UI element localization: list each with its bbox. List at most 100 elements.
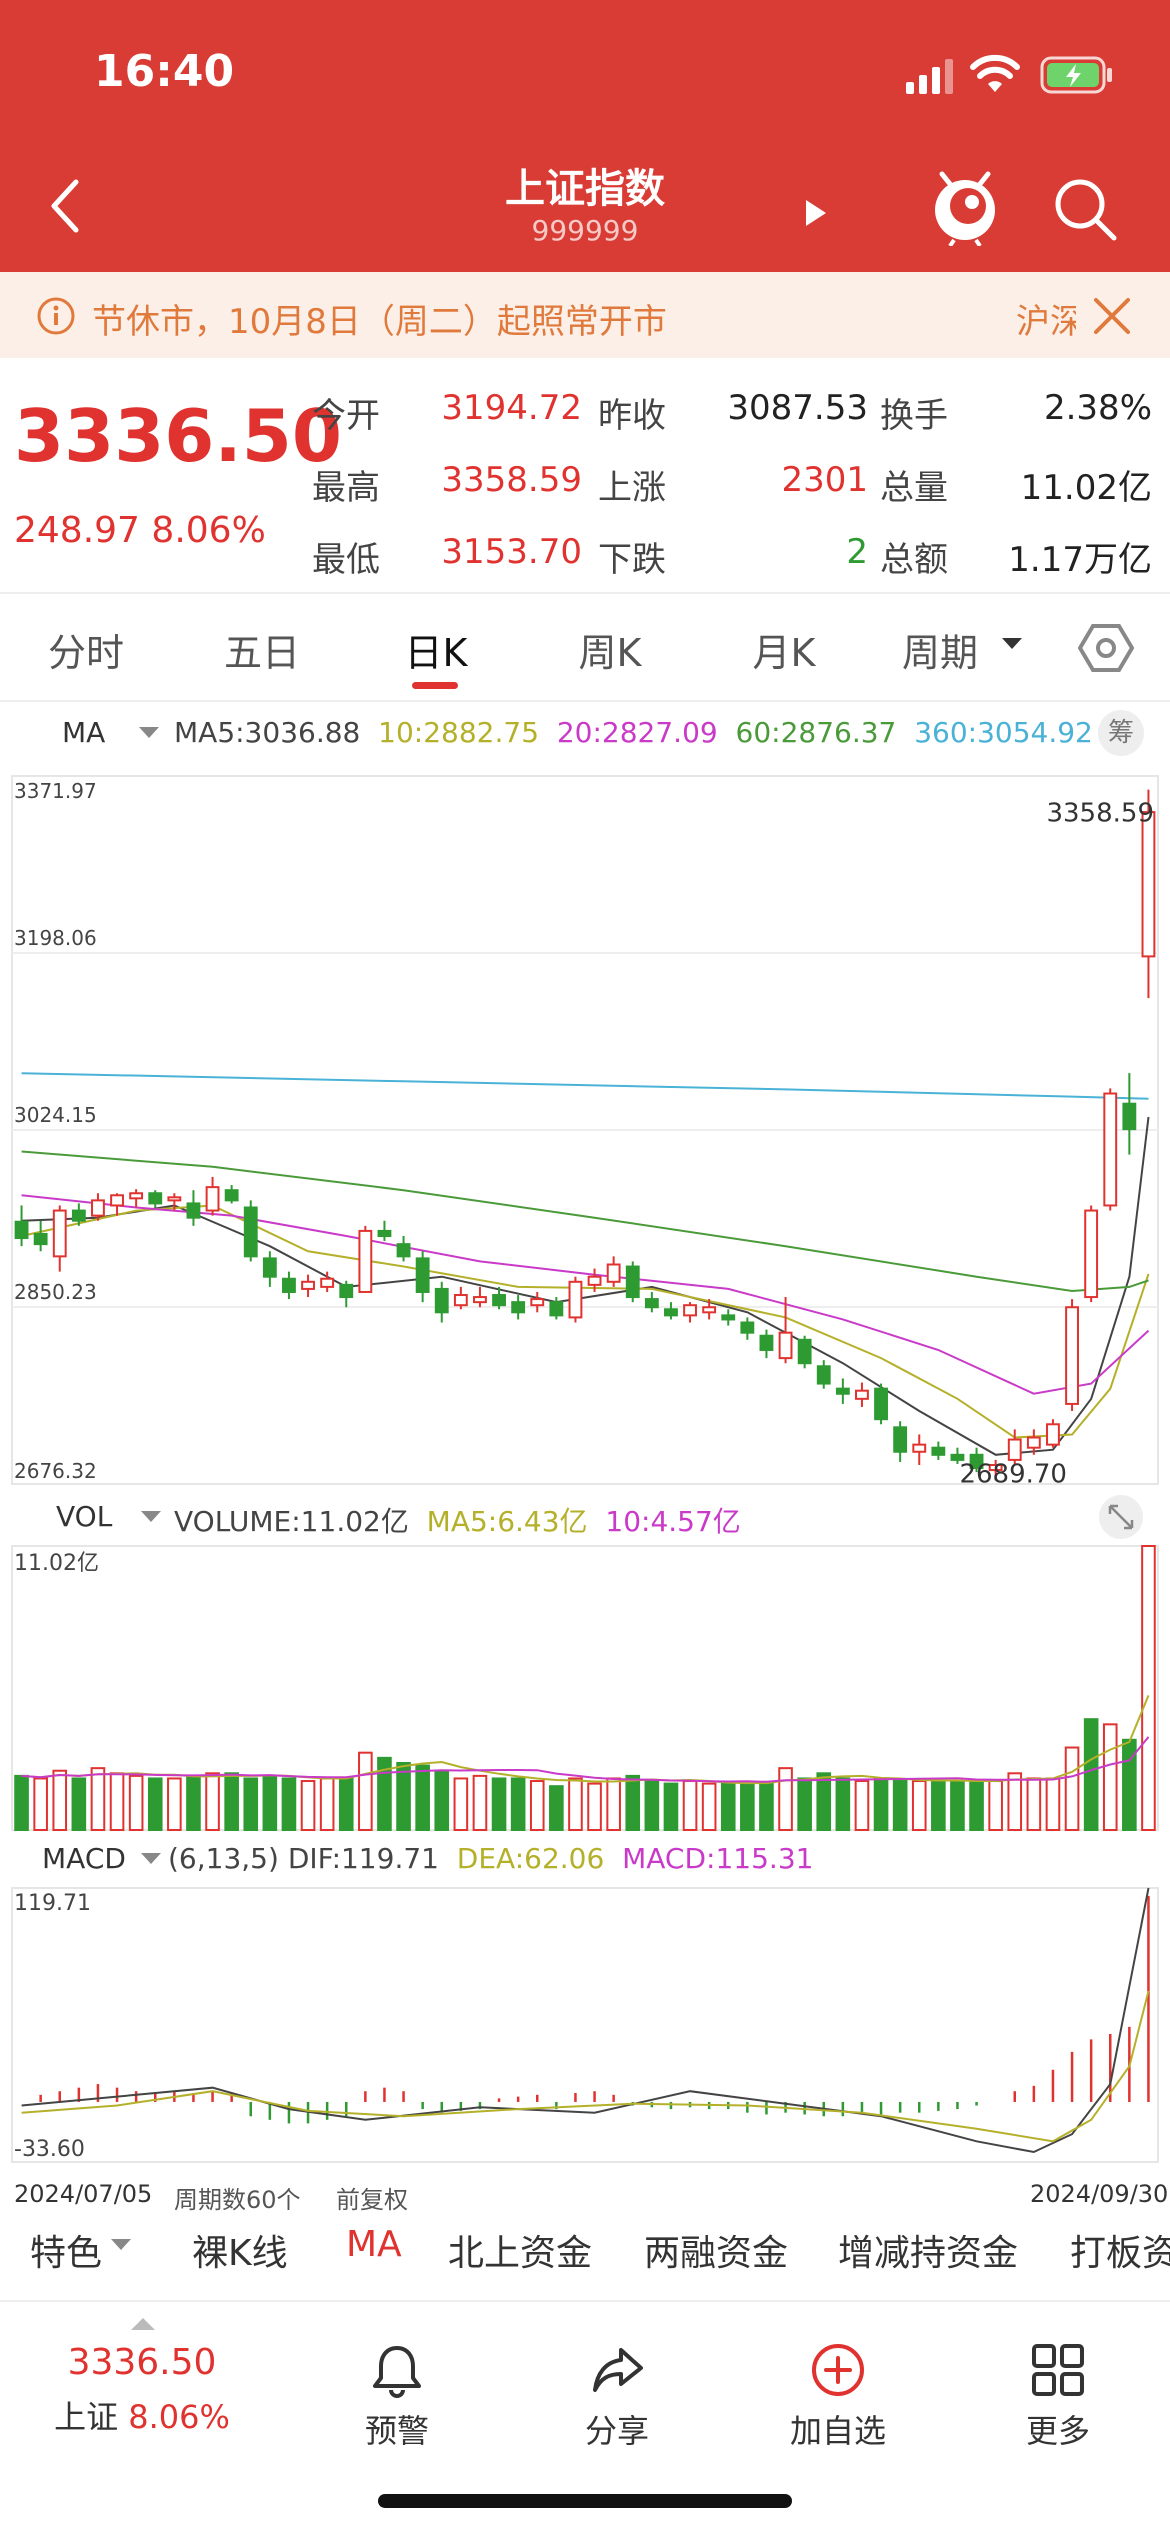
price-change-value: 248.97 [14,510,140,551]
ma-line-0 [21,1116,1150,1456]
quote-field-value: 11.02亿 [1020,468,1152,508]
volume-bar [663,1782,679,1832]
candle [129,1189,144,1208]
volume-bar [358,1751,373,1831]
ma-line-4 [21,1072,1149,1100]
tab-1[interactable]: 五日 [223,631,301,675]
macd-frame [11,1887,1159,2163]
volume-bar [1064,1746,1080,1831]
close-icon[interactable] [1092,296,1132,336]
macd-legend[interactable]: MACD [42,1842,126,1875]
volume-bar [759,1782,774,1832]
share-button[interactable]: 分享 [585,2342,649,2452]
volume-bar [319,1777,335,1831]
info-icon [37,297,75,335]
volume-max-label: 11.02亿 [14,1551,99,1576]
volume-bar [778,1767,793,1831]
indicator-tab-5[interactable]: 增减持资金 [838,2233,1019,2274]
vol-dropdown-icon[interactable] [140,1510,162,1524]
search-icon[interactable] [1052,176,1118,242]
tab-0[interactable]: 分时 [47,631,125,675]
footer-index-name: 上证 [54,2398,119,2436]
candle-body [1026,1436,1041,1449]
volume-bar [224,1772,239,1831]
volume-bar [950,1780,965,1832]
kline-y-label: 2676.32 [14,1459,97,1483]
candle [855,1382,869,1407]
indicator-tab-4[interactable]: 两融资金 [644,2233,789,2274]
tab-5[interactable]: 周期 [901,631,979,675]
indicator-tab-1[interactable]: 裸K线 [192,2233,288,2274]
candle-body [377,1229,392,1237]
date-start: 2024/07/05 [14,2180,153,2208]
candle-body [396,1243,411,1258]
volume-bar [1083,1718,1099,1831]
volume-bar [300,1780,316,1832]
add-watchlist-button[interactable]: 加自选 [790,2342,886,2452]
candle-body [71,1209,86,1222]
candle-body [1065,1306,1079,1405]
candle [473,1286,487,1308]
volume-bar [720,1782,736,1832]
vol-legend[interactable]: VOL [56,1500,112,1533]
volume-bar [701,1782,717,1832]
footer-price[interactable]: 3336.50 [67,2342,217,2383]
price-change-pct: 8.06% [151,510,266,551]
next-stock-icon[interactable] [800,196,830,230]
volume-bar [147,1777,163,1831]
candle-body [262,1257,277,1278]
page-title: 上证指数 [505,166,665,212]
candle-body [1084,1209,1099,1299]
candle [644,1291,659,1313]
dea-value: DEA:62.06 [456,1842,605,1875]
candle-body [721,1314,736,1321]
volume-bar [52,1769,68,1831]
status-time: 16:40 [94,46,235,97]
tab-2[interactable]: 日K [404,631,468,675]
expand-icon[interactable] [1098,1494,1144,1540]
mascot-icon[interactable] [930,166,1000,246]
footer-index[interactable]: 上证 8.06% [54,2392,230,2438]
volume-chart[interactable]: 11.02亿 [0,1542,1170,1834]
stock-code: 999999 [531,214,639,247]
ma-dropdown-icon[interactable] [138,726,160,740]
candle [797,1335,812,1369]
indicator-tab-3[interactable]: 北上资金 [448,2233,593,2274]
indicator-tab-0[interactable]: 特色 [30,2233,103,2274]
market-notice-banner[interactable]: 节休市，10月8日（周二）起照常开市 沪深 [0,272,1170,358]
more-button[interactable]: 更多 [1026,2342,1090,2452]
volume-bar [740,1782,755,1832]
candle-body [1122,1102,1137,1131]
expand-up-icon[interactable] [130,2316,156,2332]
chip-distribution-button[interactable]: 筹 [1098,710,1144,756]
macd-dropdown-icon[interactable] [140,1852,162,1866]
indicator-tab-6[interactable]: 打板资 [1070,2233,1170,2274]
candle [71,1203,86,1226]
volume-bar [606,1777,621,1831]
alert-button[interactable]: 预警 [365,2342,429,2452]
candle [587,1268,602,1292]
tab-4[interactable]: 月K [752,631,816,675]
settings-icon[interactable] [1078,622,1134,674]
volume-bar [1026,1777,1042,1831]
alert-label: 预警 [364,2412,430,2450]
quote-field-label: 总额 [880,540,948,580]
caret-down-icon[interactable] [1000,636,1024,652]
volume-bar [625,1774,641,1831]
volume-bar [1007,1772,1023,1831]
candle-body [931,1446,946,1456]
ma-legend[interactable]: MA [62,716,105,749]
kline-chart[interactable]: 3371.97 3198.06 3024.15 2850.23 2676.32 3358.… [0,760,1170,1490]
macd-chart[interactable]: 119.71 -33.60 [0,1880,1170,2166]
quote-field-label: 今开 [312,396,380,436]
indicator-tab-2[interactable]: MA [346,2224,402,2265]
quote-field-value: 3153.70 [441,532,582,572]
candle [186,1190,201,1226]
candle-body [1007,1438,1022,1461]
candle [282,1271,296,1300]
candle-body [644,1298,659,1309]
special-caret-icon[interactable] [110,2238,132,2252]
tab-3[interactable]: 周K [578,631,642,675]
volume-bar [1045,1777,1061,1831]
back-icon[interactable] [48,178,82,234]
